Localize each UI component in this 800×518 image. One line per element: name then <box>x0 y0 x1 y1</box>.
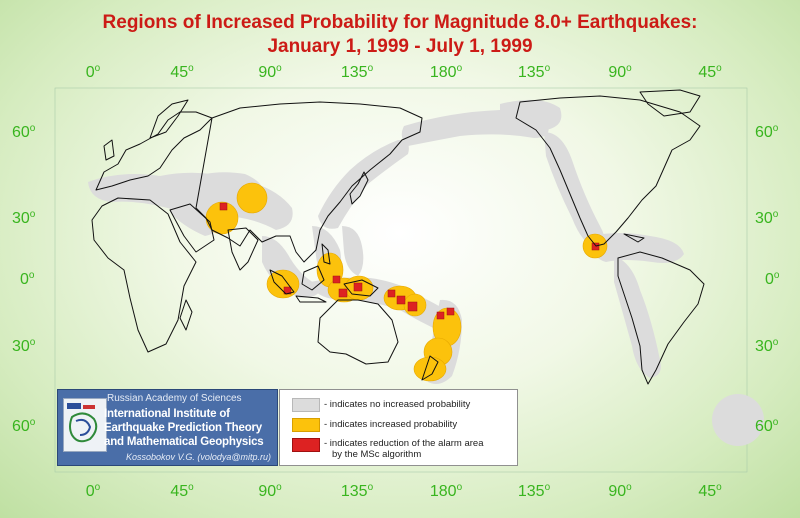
legend-text-red: - indicates reduction of the alarm area <box>324 438 484 449</box>
right-lat-label-4: 60o <box>755 417 779 435</box>
borneo-coastline <box>301 265 325 291</box>
sumatra-coastline <box>269 269 295 295</box>
gray-region-alaska <box>500 99 562 130</box>
gray-region-south-sandwich <box>712 394 764 446</box>
top-lon-label-4: 180o <box>429 63 463 81</box>
bottom-lon-label-7: 45o <box>698 482 722 500</box>
legend-text-gray: - indicates no increased probability <box>324 399 471 410</box>
red-region-molucca <box>338 288 348 298</box>
arabia-coastline <box>169 203 215 253</box>
red-region-mexico <box>591 242 600 251</box>
scandinavia-coastline <box>149 99 189 139</box>
north-america-coastline <box>515 95 701 247</box>
greenland-coastline <box>639 89 701 117</box>
top-lon-label-7: 45o <box>698 63 722 81</box>
red-region-solomon-1 <box>387 289 396 298</box>
top-lon-label-5: 135o <box>517 63 551 81</box>
yellow-region-tibet <box>236 182 268 214</box>
bottom-lon-label-2: 90o <box>258 482 282 500</box>
left-lat-label-4: 60o <box>12 417 36 435</box>
left-lat-label-3: 30o <box>12 337 36 355</box>
right-lat-label-1: 30o <box>755 209 779 227</box>
bottom-lon-label-3: 135o <box>340 482 374 500</box>
top-lon-label-6: 90o <box>608 63 632 81</box>
red-region-vanuatu <box>407 301 418 312</box>
bottom-lon-label-4: 180o <box>429 482 463 500</box>
red-region-celebes <box>332 275 341 284</box>
legend-swatch-red <box>292 438 320 452</box>
author-credit: Kossobokov V.G. (volodya@mitp.ru) <box>126 452 272 462</box>
institute-name-line2: Earthquake Prediction Theory <box>104 422 262 434</box>
africa-coastline <box>91 197 197 353</box>
institute-logo <box>63 398 107 452</box>
left-lat-label-0: 60o <box>12 123 36 141</box>
bottom-lon-label-5: 135o <box>517 482 551 500</box>
red-region-solomon-2 <box>396 295 406 305</box>
legend-text-red-line2: by the MSc algorithm <box>332 449 422 460</box>
britain-coastline <box>103 139 115 161</box>
map-legend: - indicates no increased probability - i… <box>279 389 518 466</box>
red-region-tonga-2 <box>446 307 455 316</box>
red-region-hindu-kush <box>219 202 228 211</box>
cuba-coastline <box>623 233 645 243</box>
map-title-line2: January 1, 1999 - July 1, 1999 <box>267 36 533 57</box>
new-guinea-coastline <box>343 279 379 297</box>
institute-academy: Russian Academy of Sciences <box>107 393 242 404</box>
institute-info-box: Russian Academy of Sciences Internationa… <box>57 389 278 466</box>
legend-text-yellow: - indicates increased probability <box>324 419 458 430</box>
left-lat-label-1: 30o <box>12 209 36 227</box>
madagascar-coastline <box>179 299 193 331</box>
india-coastline <box>227 227 259 271</box>
right-lat-label-2: 0o <box>765 270 780 288</box>
legend-swatch-yellow <box>292 418 320 432</box>
south-america-coastline <box>617 251 705 385</box>
new-zealand-coastline <box>421 355 439 381</box>
australia-coastline <box>317 299 399 365</box>
gray-region-sa-coast <box>614 256 661 378</box>
red-regions <box>219 202 600 320</box>
left-lat-label-2: 0o <box>20 270 35 288</box>
bottom-lon-label-0: 0o <box>85 482 101 500</box>
bottom-lon-label-1: 45o <box>170 482 194 500</box>
top-lon-label-1: 45o <box>170 63 194 81</box>
java-coastline <box>295 295 327 303</box>
gray-region-central-america <box>590 233 684 263</box>
map-frame <box>54 87 748 473</box>
yellow-region-new-zealand <box>413 356 447 382</box>
philippines-coastline <box>321 243 331 265</box>
coastlines <box>91 89 705 385</box>
legend-swatch-gray <box>292 398 320 412</box>
asia-coastline <box>195 101 423 263</box>
japan-coastline <box>349 171 369 205</box>
institute-name-line1: International Institute of <box>104 408 230 420</box>
gray-region-mariana <box>342 226 364 276</box>
gray-region-japan <box>318 140 409 229</box>
red-region-tonga-1 <box>436 311 445 320</box>
institute-name-line3: and Mathematical Geophysics <box>104 436 264 448</box>
europe-coastline <box>95 111 213 191</box>
top-lon-label-0: 0o <box>85 63 101 81</box>
right-lat-label-3: 30o <box>755 337 779 355</box>
top-lon-label-3: 135o <box>340 63 374 81</box>
red-region-new-guinea <box>353 282 363 292</box>
right-lat-label-0: 60o <box>755 123 779 141</box>
map-title-line1: Regions of Increased Probability for Mag… <box>102 12 698 33</box>
bottom-lon-label-6: 90o <box>608 482 632 500</box>
gray-region-na-coast <box>544 132 605 250</box>
top-lon-label-2: 90o <box>258 63 282 81</box>
